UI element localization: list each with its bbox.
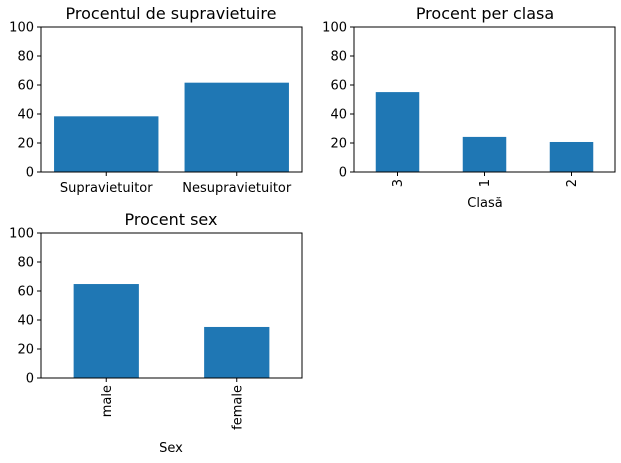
chart-title: Procent sex xyxy=(125,210,218,229)
y-tick-label: 20 xyxy=(330,137,347,152)
y-tick-label: 20 xyxy=(17,343,34,358)
bar-Supravietuitor xyxy=(54,116,159,172)
x-axis-label: Sex xyxy=(159,441,183,456)
bar-1 xyxy=(462,136,507,172)
x-tick-label: male xyxy=(100,385,115,417)
chart-sex: Procent sex Sex 0 20 40 60 80 100 male female xyxy=(9,210,303,456)
x-tick-label: female xyxy=(230,385,245,430)
x-tick-label: Supravietuitor xyxy=(60,181,153,196)
x-tick-label: 1 xyxy=(478,179,493,187)
y-tick-label: 0 xyxy=(26,372,34,387)
x-axis-label: Clasă xyxy=(467,196,502,211)
chart-survival: Procentul de supravietuire 0 20 40 60 80 100 S… xyxy=(9,4,303,196)
y-tick-label: 100 xyxy=(322,21,347,36)
y-tick-label: 80 xyxy=(330,50,347,65)
axes-frame xyxy=(40,232,303,379)
bar-Nesupravietuitor xyxy=(184,82,289,172)
y-tick-label: 40 xyxy=(17,314,34,329)
y-tick-label: 100 xyxy=(9,21,34,36)
y-tick-label: 40 xyxy=(330,108,347,123)
axes-frame xyxy=(40,26,303,173)
y-tick-label: 0 xyxy=(339,166,347,181)
x-tick-label: 3 xyxy=(391,179,406,187)
chart-title: Procentul de supravietuire xyxy=(66,4,277,23)
y-tick-label: 60 xyxy=(17,79,34,94)
y-tick-label: 20 xyxy=(17,137,34,152)
y-tick-label: 60 xyxy=(17,285,34,300)
bar-3 xyxy=(375,92,420,172)
y-tick-label: 60 xyxy=(330,79,347,94)
chart-title: Procent per clasa xyxy=(416,4,554,23)
bar-2 xyxy=(549,141,594,172)
y-tick-label: 40 xyxy=(17,108,34,123)
axes-frame xyxy=(353,26,616,173)
x-tick-label: Nesupravietuitor xyxy=(182,181,292,196)
y-tick-label: 100 xyxy=(9,227,34,242)
y-tick-label: 80 xyxy=(17,50,34,65)
bar-male xyxy=(73,284,139,378)
chart-class: Procent per clasa Clasă 0 20 40 60 80 100 3 1 2 xyxy=(322,4,616,211)
bar-female xyxy=(204,326,270,378)
y-tick-label: 80 xyxy=(17,256,34,271)
y-tick-label: 0 xyxy=(26,166,34,181)
x-tick-label: 2 xyxy=(565,179,580,187)
